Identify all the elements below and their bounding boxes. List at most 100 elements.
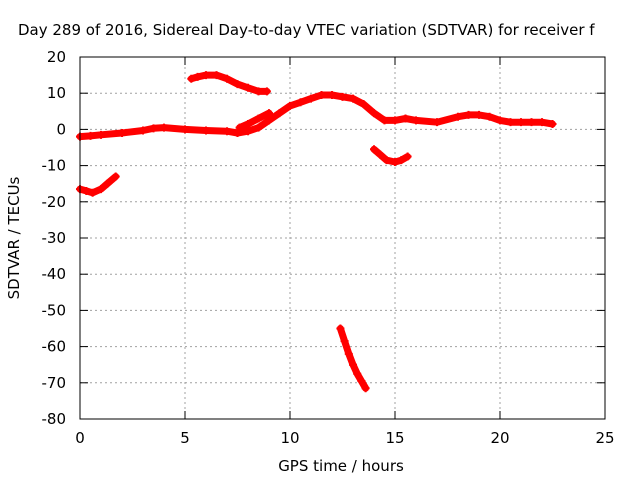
series-rising-arc	[235, 109, 273, 132]
y-tick-label: -30	[42, 229, 67, 247]
data-point-marker	[370, 145, 378, 154]
x-tick-label: 15	[385, 429, 404, 447]
data-point-marker	[357, 376, 366, 385]
y-tick-label: -80	[42, 410, 67, 428]
series-main-arc	[76, 91, 557, 141]
data-point-marker	[382, 156, 391, 165]
series-band	[236, 109, 273, 132]
data-point-marker	[233, 80, 242, 89]
data-point-marker	[370, 109, 378, 118]
data-point-marker	[340, 337, 349, 346]
y-tick-label: -60	[42, 338, 67, 356]
x-axis-label: GPS time / hours	[278, 457, 404, 475]
x-tick-label: 20	[490, 429, 509, 447]
data-point-marker	[380, 116, 389, 125]
series-band	[187, 71, 271, 95]
data-point-marker	[538, 118, 546, 127]
x-tick-label: 0	[75, 429, 85, 447]
data-point-marker	[193, 72, 202, 81]
data-point-marker	[88, 188, 97, 197]
x-tick-label: 10	[280, 429, 299, 447]
y-axis-label: SDTVAR / TECUs	[5, 176, 23, 299]
data-point-marker	[296, 98, 305, 107]
data-point-marker	[244, 127, 252, 136]
data-point-marker	[403, 152, 412, 161]
data-point-marker	[349, 94, 357, 103]
y-tick-label: 10	[47, 84, 66, 102]
data-point-marker	[344, 349, 353, 358]
axis-ticks: 20 10 0 -10 -20 -30 -40 -50 -60 -70 -80 0 5 10 15 20 25	[42, 48, 615, 447]
data-point-marker	[317, 91, 326, 100]
y-tick-label: -70	[42, 374, 67, 392]
data-point-marker	[376, 150, 385, 159]
data-point-marker	[202, 126, 210, 135]
data-point-marker	[244, 119, 252, 128]
data-point-marker	[286, 101, 294, 110]
data-point-marker	[454, 112, 462, 121]
series-upper-arc	[187, 71, 271, 96]
data-point-marker	[527, 118, 536, 127]
data-point-marker	[202, 71, 210, 80]
data-point-marker	[359, 100, 368, 109]
data-point-marker	[265, 116, 273, 125]
data-point-marker	[548, 119, 557, 128]
y-tick-label: -10	[42, 157, 67, 175]
data-point-marker	[464, 110, 473, 119]
data-point-marker	[307, 94, 315, 103]
series-early-arc	[76, 172, 120, 197]
data-point-marker	[187, 74, 196, 83]
data-point-marker	[223, 74, 231, 83]
data-point-marker	[262, 87, 271, 96]
data-point-marker	[517, 118, 525, 127]
data-point-marker	[397, 156, 406, 165]
data-point-marker	[223, 127, 231, 136]
data-point-marker	[336, 324, 345, 333]
grid	[80, 57, 605, 419]
data-point-marker	[86, 131, 95, 140]
x-tick-label: 25	[595, 429, 614, 447]
data-point-marker	[265, 109, 273, 118]
chart-title: Day 289 of 2016, Sidereal Day-to-day VTE…	[18, 21, 595, 39]
data-point-marker	[475, 110, 483, 119]
data-point-marker	[391, 116, 399, 125]
data-point-marker	[328, 91, 336, 100]
y-tick-label: -40	[42, 265, 67, 283]
data-point-marker	[412, 116, 420, 125]
data-point-marker	[349, 360, 357, 369]
data-series	[76, 71, 557, 393]
data-point-marker	[244, 83, 252, 92]
data-point-marker	[496, 116, 504, 125]
data-point-marker	[82, 186, 91, 195]
data-point-marker	[433, 118, 441, 127]
y-tick-label: 20	[47, 48, 66, 66]
data-point-marker	[353, 369, 362, 378]
data-point-marker	[160, 123, 168, 132]
y-tick-label: -20	[42, 193, 67, 211]
y-tick-label: -50	[42, 301, 67, 319]
data-point-marker	[111, 172, 120, 181]
data-point-marker	[338, 92, 347, 101]
data-point-marker	[361, 384, 370, 393]
data-point-marker	[506, 118, 515, 127]
data-point-marker	[97, 185, 105, 194]
data-point-marker	[181, 125, 189, 134]
series-deep-arc	[336, 324, 370, 393]
data-point-marker	[485, 112, 494, 121]
data-point-marker	[254, 87, 263, 96]
data-point-marker	[118, 129, 126, 138]
series-dip-arc	[370, 145, 412, 166]
data-point-marker	[139, 126, 147, 135]
y-tick-label: 0	[56, 120, 66, 138]
data-point-marker	[275, 109, 284, 118]
data-point-marker	[254, 123, 263, 132]
data-point-marker	[97, 130, 105, 139]
data-point-marker	[391, 157, 399, 166]
data-point-marker	[401, 114, 410, 123]
data-point-marker	[212, 71, 221, 80]
data-point-marker	[103, 179, 112, 188]
data-point-marker	[149, 124, 158, 133]
data-point-marker	[254, 114, 263, 123]
data-point-marker	[235, 123, 244, 132]
x-tick-label: 5	[180, 429, 190, 447]
